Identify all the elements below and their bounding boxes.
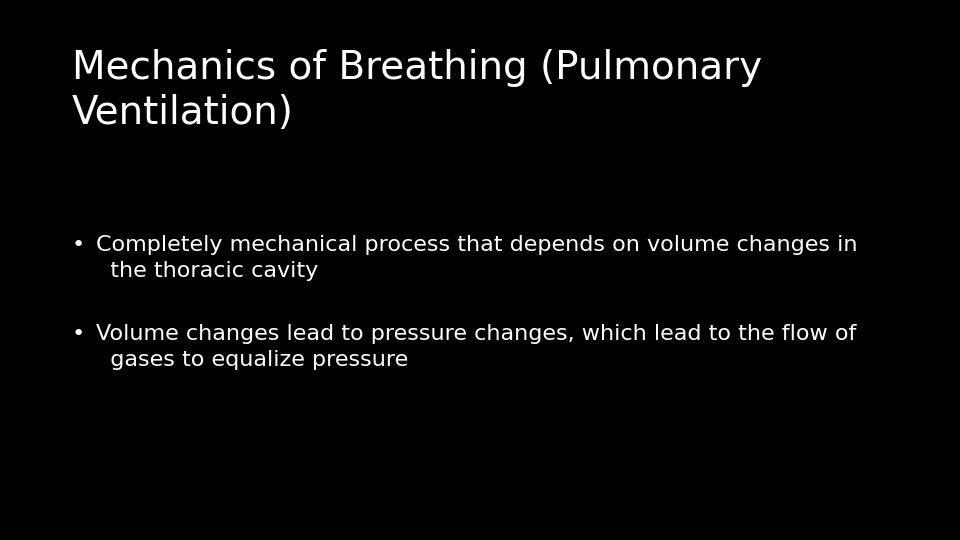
Text: •: • (72, 235, 92, 255)
Text: Volume changes lead to pressure changes, which lead to the flow of
  gases to eq: Volume changes lead to pressure changes,… (96, 324, 856, 370)
Text: •: • (72, 324, 92, 344)
Text: Completely mechanical process that depends on volume changes in
  the thoracic c: Completely mechanical process that depen… (96, 235, 857, 281)
Text: Mechanics of Breathing (Pulmonary
Ventilation): Mechanics of Breathing (Pulmonary Ventil… (72, 49, 762, 132)
